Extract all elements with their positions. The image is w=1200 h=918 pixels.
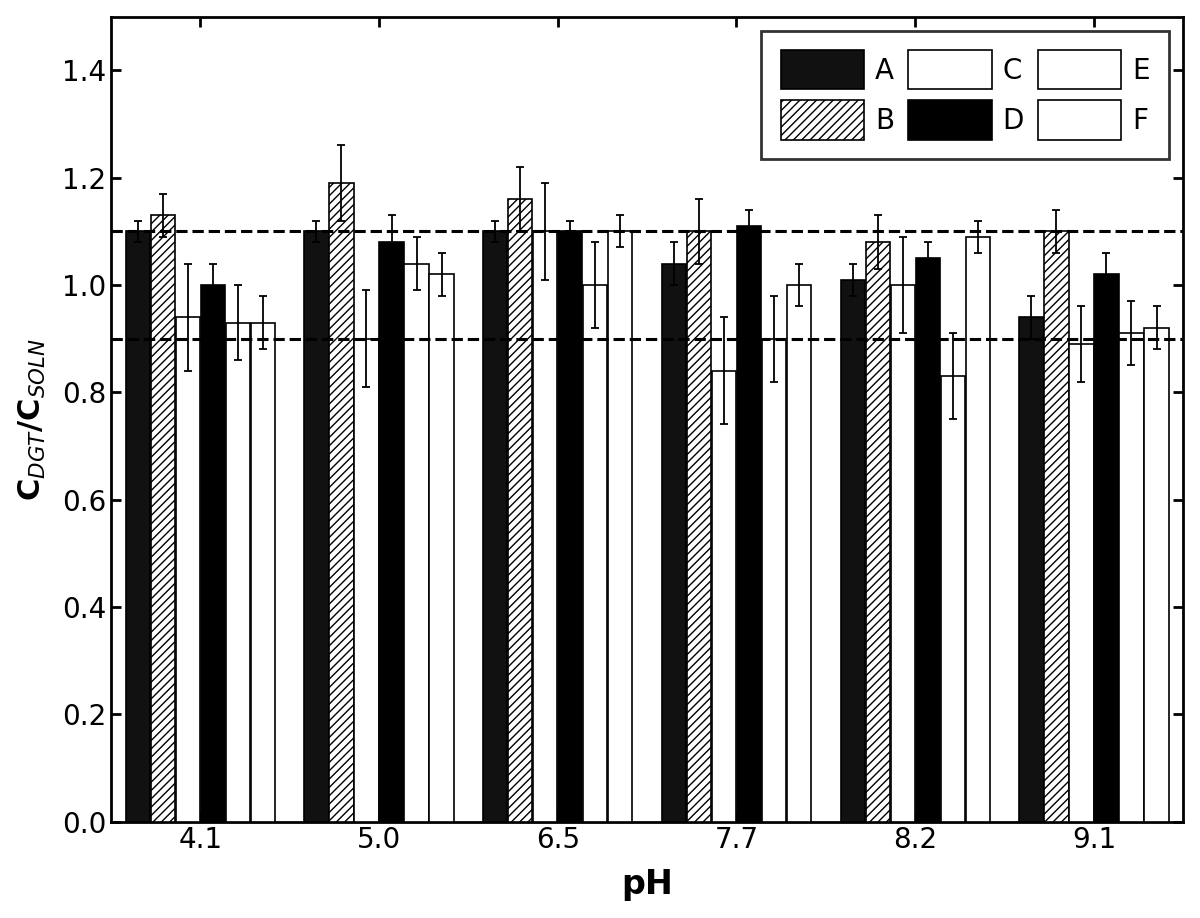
Bar (533, 231, 557, 822)
Bar (608, 231, 632, 822)
Bar (916, 258, 940, 822)
Bar (484, 231, 508, 822)
Bar (251, 322, 275, 822)
Bar (1044, 231, 1068, 822)
Bar (404, 263, 428, 822)
Bar (787, 285, 811, 822)
Bar (329, 183, 354, 822)
Bar (379, 242, 403, 822)
Bar (941, 376, 965, 822)
Bar (712, 371, 736, 822)
Bar (762, 339, 786, 822)
Bar (890, 285, 914, 822)
Bar (226, 322, 250, 822)
Bar (558, 231, 582, 822)
Bar (354, 339, 379, 822)
Bar (865, 242, 890, 822)
Bar (583, 285, 607, 822)
Bar (1094, 274, 1118, 822)
Bar (840, 280, 865, 822)
Bar (175, 317, 200, 822)
Bar (1069, 344, 1093, 822)
Bar (305, 231, 329, 822)
Bar (200, 285, 224, 822)
Legend: A, B, C, D, E, F: A, B, C, D, E, F (761, 30, 1170, 159)
Bar (1019, 317, 1044, 822)
Bar (737, 226, 761, 822)
Bar (1120, 333, 1144, 822)
Bar (150, 215, 175, 822)
Bar (508, 199, 533, 822)
Bar (966, 237, 990, 822)
Bar (686, 231, 712, 822)
Bar (1145, 328, 1169, 822)
X-axis label: pH: pH (622, 868, 673, 901)
Bar (430, 274, 454, 822)
Y-axis label: C$_{DGT}$/C$_{SOLN}$: C$_{DGT}$/C$_{SOLN}$ (17, 338, 48, 500)
Bar (661, 263, 686, 822)
Bar (126, 231, 150, 822)
